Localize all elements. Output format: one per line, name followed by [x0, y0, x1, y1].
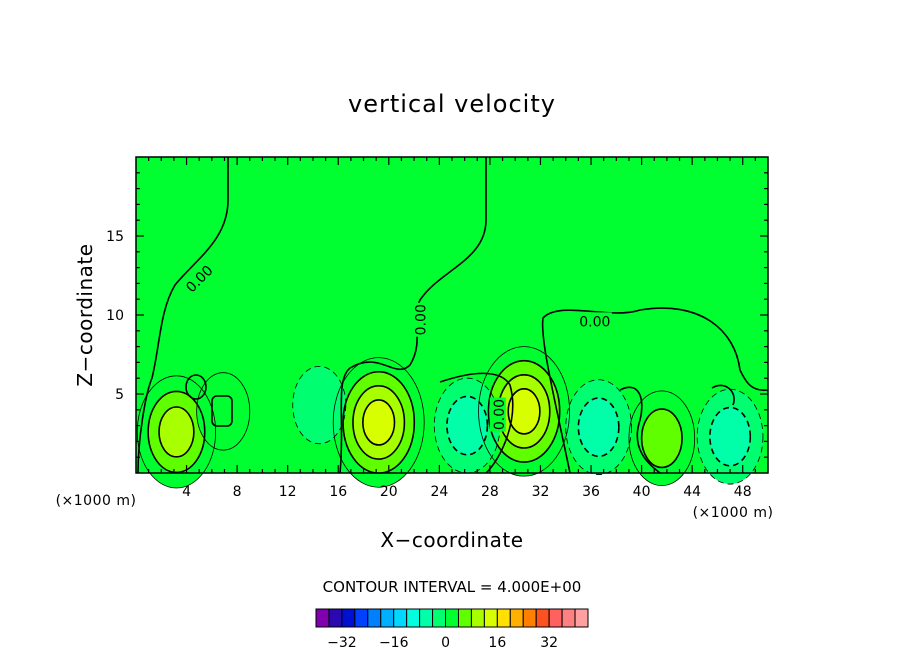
positive-contour-line — [158, 406, 195, 458]
x-tick-label: 12 — [279, 484, 297, 500]
colorbar-swatch — [380, 608, 395, 628]
y-tick-label: 10 — [106, 308, 124, 324]
colorbar — [315, 608, 589, 628]
y-tick-label: 5 — [115, 387, 124, 403]
positive-contour-line — [196, 372, 251, 451]
downdraft-contour-fill — [578, 398, 619, 457]
contour-interval-text: CONTOUR INTERVAL = 4.000E+00 — [323, 578, 582, 596]
colorbar-swatch — [496, 608, 511, 628]
axis-ticks — [136, 157, 768, 473]
negative-contour-line — [577, 397, 620, 458]
colorbar-tick-label: −16 — [379, 635, 409, 651]
zero-contour-cell — [185, 374, 207, 400]
colorbar-swatch — [393, 608, 408, 628]
negative-contour-line — [696, 388, 764, 485]
colorbar-tick-label: −32 — [327, 635, 357, 651]
negative-contour-line — [565, 379, 632, 475]
contour-label: 0.00 — [577, 312, 612, 330]
colorbar-swatch — [535, 608, 550, 628]
x-tick-label: 20 — [380, 484, 398, 500]
colorbar-swatch — [561, 608, 576, 628]
contour-label-text: 0.00 — [413, 304, 429, 335]
colorbar-swatch — [574, 608, 589, 628]
positive-contour-line — [487, 359, 561, 463]
contour-label-text: 0.00 — [492, 399, 508, 430]
contour-label: 0.00 — [411, 302, 429, 337]
positive-contour-line — [640, 408, 683, 469]
x-unit-left: (×1000 m) — [56, 493, 137, 509]
positive-contour-line — [332, 357, 425, 488]
x-tick-label: 16 — [329, 484, 347, 500]
x-tick-label: 36 — [582, 484, 600, 500]
positive-contour-line — [628, 390, 696, 487]
zero-contour-blob — [439, 372, 514, 474]
contour-label-bg — [577, 312, 612, 329]
x-tick-label: 32 — [532, 484, 550, 500]
colorbar-tick-label: 32 — [540, 635, 558, 651]
negative-contour-line — [709, 406, 752, 467]
colorbar-swatch — [522, 608, 537, 628]
contour-label-bg — [411, 302, 428, 337]
colorbar-labels: −32 −16 0 16 32 — [327, 635, 558, 651]
x-tick-label: 24 — [430, 484, 448, 500]
updraft-contour-fill — [641, 409, 683, 468]
downdraft-contour-fill — [709, 407, 751, 466]
x-tick-label: 40 — [633, 484, 651, 500]
colorbar-swatch — [354, 608, 369, 628]
colorbar-tick-label: 16 — [488, 635, 506, 651]
colorbar-tick-label: 0 — [441, 635, 450, 651]
contour-label: 0.00 — [489, 397, 508, 432]
plot-area: 0.000.000.000.00 4 8 12 16 20 24 28 32 36 40 44 48 … — [106, 156, 769, 500]
negative-contour-line — [292, 365, 347, 445]
colorbar-swatch — [432, 608, 447, 628]
chart-title: vertical velocity — [348, 90, 556, 118]
positive-contour-line — [478, 346, 570, 477]
negative-contour-line — [446, 395, 489, 456]
zero-contour-right — [541, 307, 769, 474]
colorbar-swatch — [457, 608, 472, 628]
x-tick-label: 28 — [481, 484, 499, 500]
colorbar-swatch — [419, 608, 434, 628]
y-axis-label: Z−coordinate — [73, 243, 97, 386]
zero-contour-blob — [619, 386, 661, 474]
positive-contour-line — [507, 388, 541, 435]
updraft-contour-fill — [508, 388, 540, 434]
contour-label-text: 0.00 — [579, 314, 610, 330]
downdraft-contour-fill — [446, 396, 488, 455]
colorbar-swatch — [315, 608, 330, 628]
colorbar-swatch — [445, 608, 459, 628]
y-tick-label: 15 — [106, 229, 124, 245]
positive-contour-line — [136, 375, 217, 489]
updraft-contour-fill — [196, 372, 250, 451]
y-tick-labels: 5 10 15 — [106, 229, 124, 403]
colorbar-swatch — [406, 608, 421, 628]
x-tick-label: 48 — [734, 484, 752, 500]
x-tick-label: 4 — [182, 484, 191, 500]
colorbar-swatch — [509, 608, 524, 628]
zero-contour-middle — [339, 157, 487, 474]
colorbar-swatch — [548, 608, 563, 628]
updraft-contour-fill — [362, 399, 395, 445]
updraft-contour-fill — [159, 406, 194, 457]
colorbar-swatch — [328, 608, 343, 628]
x-tick-label: 44 — [683, 484, 701, 500]
zero-contour-cell — [211, 395, 233, 427]
contour-label-bg — [489, 397, 506, 432]
x-axis-label: X−coordinate — [380, 528, 523, 552]
zero-contour-left — [137, 157, 229, 474]
contour-label-bg — [180, 260, 217, 296]
colorbar-swatch — [483, 608, 498, 628]
x-tick-labels: 4 8 12 16 20 24 28 32 36 40 44 48 — [182, 484, 752, 500]
colorbar-swatch — [470, 608, 485, 628]
colorbar-swatch — [367, 608, 382, 628]
positive-contour-line — [362, 399, 396, 446]
colorbar-swatch — [341, 608, 356, 628]
x-unit-right: (×1000 m) — [693, 505, 774, 521]
positive-contour-line — [352, 385, 406, 460]
zero-contour-blob — [711, 384, 735, 406]
x-tick-label: 8 — [233, 484, 242, 500]
downdraft-contour-fill — [292, 366, 346, 444]
